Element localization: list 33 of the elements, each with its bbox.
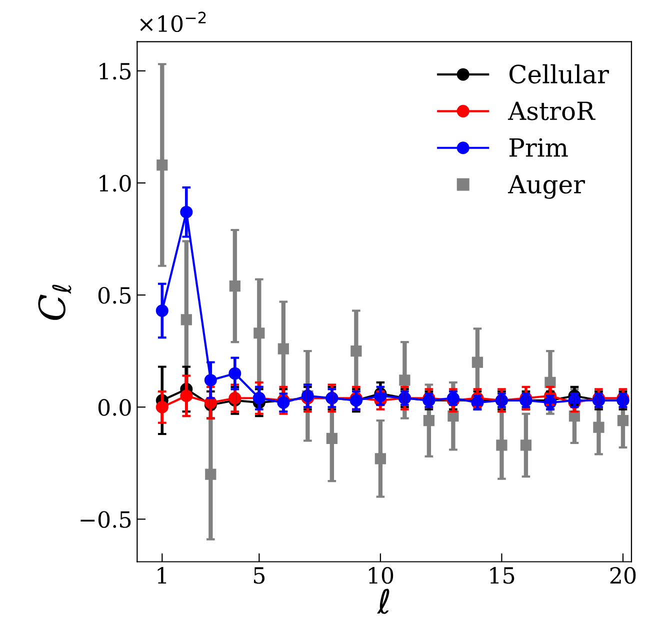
point <box>423 414 434 426</box>
point <box>617 414 629 426</box>
legend-label: Cellular <box>510 64 609 84</box>
x-tick-label: 1 <box>158 567 166 584</box>
point <box>156 159 168 171</box>
x-tick-label: 5 <box>254 567 265 584</box>
point <box>278 343 289 354</box>
point <box>496 440 508 451</box>
point <box>593 422 604 433</box>
y-tick-label: −0.5 <box>80 511 131 528</box>
point <box>254 328 265 339</box>
y-tick-label: 0.5 <box>98 286 131 304</box>
text: ×10$^{−2}$ <box>140 12 206 32</box>
point <box>326 432 338 444</box>
y-tick-label: 1.5 <box>100 62 131 80</box>
point <box>229 280 240 292</box>
legend-label: Auger <box>508 175 586 199</box>
legend-label: Prim <box>509 138 568 157</box>
y-tick-label: 0.0 <box>98 399 131 416</box>
y-axis-title: C$_{ℓ}$ <box>38 284 72 320</box>
y-tick-label: 1.0 <box>100 174 131 192</box>
point <box>472 356 484 368</box>
point <box>180 314 192 326</box>
x-tick-label: 20 <box>610 567 636 584</box>
x-tick-label: 15 <box>490 567 514 584</box>
x-tick-label: 10 <box>369 567 394 584</box>
point <box>205 468 216 480</box>
point <box>350 345 362 357</box>
point <box>374 453 386 464</box>
legend-label: AstroR <box>508 102 596 120</box>
point <box>520 440 532 451</box>
point <box>399 374 410 386</box>
x-axis-title: ℓ <box>376 588 390 614</box>
